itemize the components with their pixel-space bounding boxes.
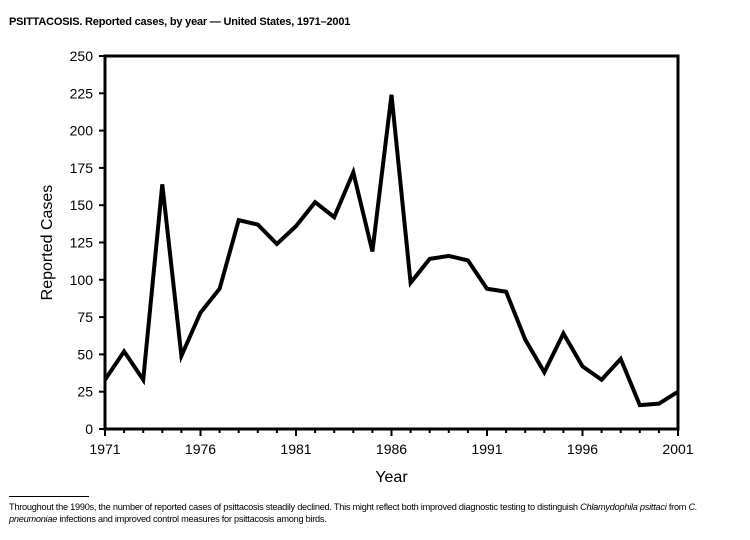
y-tick-label: 0: [85, 421, 93, 437]
footnote-text-2: from: [666, 502, 689, 512]
x-tick-label: 2001: [662, 441, 693, 457]
y-tick-label: 175: [70, 160, 94, 176]
y-tick-label: 50: [77, 346, 93, 362]
y-tick-label: 150: [70, 197, 94, 213]
y-axis-label: Reported Cases: [39, 185, 56, 301]
x-tick-label: 1981: [280, 441, 311, 457]
y-tick-label: 225: [70, 85, 94, 101]
x-tick-label: 1971: [89, 441, 120, 457]
footnote-text-3: infections and improved control measures…: [57, 514, 327, 524]
y-tick-label: 250: [70, 48, 94, 64]
footnote-divider: [9, 496, 89, 497]
y-tick-label: 75: [77, 309, 93, 325]
y-tick-label: 100: [70, 272, 94, 288]
footnote-italic-1: Chlamydophila psittaci: [580, 502, 667, 512]
x-tick-label: 1976: [185, 441, 216, 457]
y-tick-label: 200: [70, 123, 94, 139]
footnote-text-1: Throughout the 1990s, the number of repo…: [9, 502, 581, 512]
series-line: [103, 94, 680, 408]
x-tick-label: 1986: [376, 441, 407, 457]
y-tick-label: 125: [70, 235, 94, 251]
x-tick-label: 1996: [567, 441, 598, 457]
y-tick-label: 25: [77, 384, 93, 400]
chart-title: PSITTACOSIS. Reported cases, by year — U…: [9, 16, 351, 28]
x-axis-label: Year: [375, 469, 408, 486]
footnote-italic-2: C. pneumoniae: [9, 502, 698, 524]
x-tick-label: 1991: [471, 441, 502, 457]
footnote: Throughout the 1990s, the number of repo…: [9, 501, 744, 525]
